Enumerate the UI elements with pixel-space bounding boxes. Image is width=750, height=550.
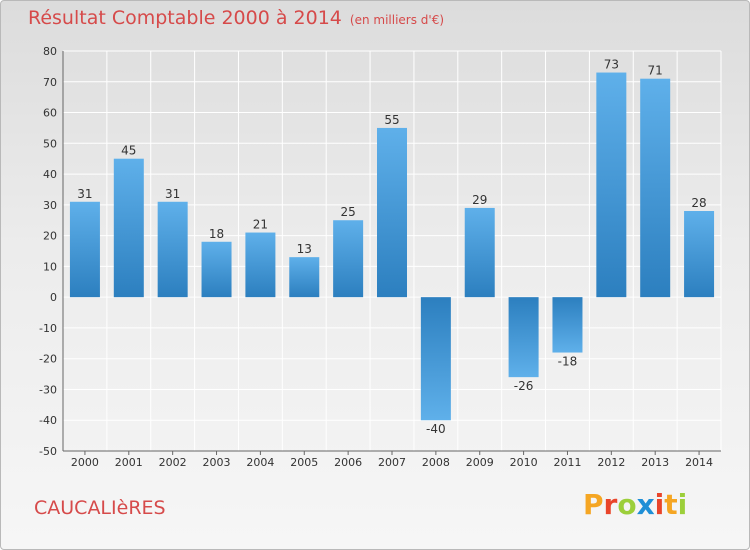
x-tick-label: 2010 [510,456,538,469]
y-tick-label: -40 [39,414,57,427]
bar-value-label: -26 [514,379,534,393]
x-tick-label: 2000 [71,456,99,469]
y-tick-label: 20 [43,230,57,243]
chart-subtitle: (en milliers d'€) [349,13,445,27]
bar-2008 [420,297,451,421]
bar-value-label: 73 [604,58,619,72]
commune-name: CAUCALIèRES [34,497,166,519]
bar-value-label: 31 [165,187,180,201]
x-tick-label: 2002 [159,456,187,469]
x-tick-label: 2008 [422,456,450,469]
logo-letter: i [677,488,688,521]
bar-2002 [157,201,188,298]
bar-2011 [552,297,583,353]
x-tick-label: 2012 [597,456,625,469]
chart-title: Résultat Comptable 2000 à 2014 (en millie… [28,7,444,29]
y-tick-label: 80 [43,45,57,58]
bar-2009 [464,207,495,298]
x-tick-label: 2004 [246,456,274,469]
bar-2001 [113,158,144,298]
x-tick-label: 2013 [641,456,669,469]
y-tick-label: 70 [43,76,57,89]
y-tick-label: 0 [50,291,57,304]
bar-value-label: 25 [340,205,355,219]
bar-value-label: -18 [558,355,578,369]
logo-letter: i [654,488,665,521]
bar-2014 [684,211,715,298]
y-tick-label: -30 [39,383,57,396]
bar-2013 [640,78,671,298]
bar-value-label: 31 [77,187,92,201]
x-tick-label: 2005 [290,456,318,469]
bar-2007 [377,127,407,298]
y-tick-label: 10 [43,260,57,273]
y-tick-label: 60 [43,107,57,120]
y-tick-label: -20 [39,353,57,366]
bar-2006 [333,220,364,298]
logo-letter: P [583,488,604,521]
x-tick-label: 2007 [378,456,406,469]
logo-letter: x [636,488,655,521]
x-tick-label: 2014 [685,456,713,469]
bar-2003 [201,241,232,298]
bar-value-label: 45 [121,144,136,158]
x-tick-label: 2006 [334,456,362,469]
logo-letter: t [664,488,678,521]
bar-value-label: 55 [384,113,399,127]
x-tick-label: 2003 [203,456,231,469]
logo-letter: o [617,488,637,521]
y-tick-label: -50 [39,445,57,458]
bar-value-label: 29 [472,193,487,207]
bar-value-label: -40 [426,422,446,436]
logo-letter: r [603,488,618,521]
bar-layer: 31 45 31 18 21 13 25 55 -40 29 -26 -18 73 71 28 [69,58,715,436]
bar-value-label: 18 [209,227,224,241]
y-tick-label: 40 [43,168,57,181]
y-tick-label: 30 [43,199,57,212]
x-tick-label: 2011 [553,456,581,469]
chart-title-text: Résultat Comptable 2000 à 2014 [28,7,342,29]
bar-2000 [69,201,100,298]
proxiti-logo[interactable]: Proxiti [583,488,687,521]
bar-value-label: 21 [253,218,268,232]
bar-2012 [596,72,627,298]
bar-value-label: 28 [691,196,706,210]
bar-2005 [289,257,320,298]
x-tick-label: 2001 [115,456,143,469]
y-tick-label: 50 [43,137,57,150]
bar-value-label: 71 [648,64,663,78]
y-tick-label: -10 [39,322,57,335]
x-tick-label: 2009 [466,456,494,469]
bar-2004 [245,232,276,298]
bar-2010 [508,297,539,378]
bar-value-label: 13 [297,242,312,256]
